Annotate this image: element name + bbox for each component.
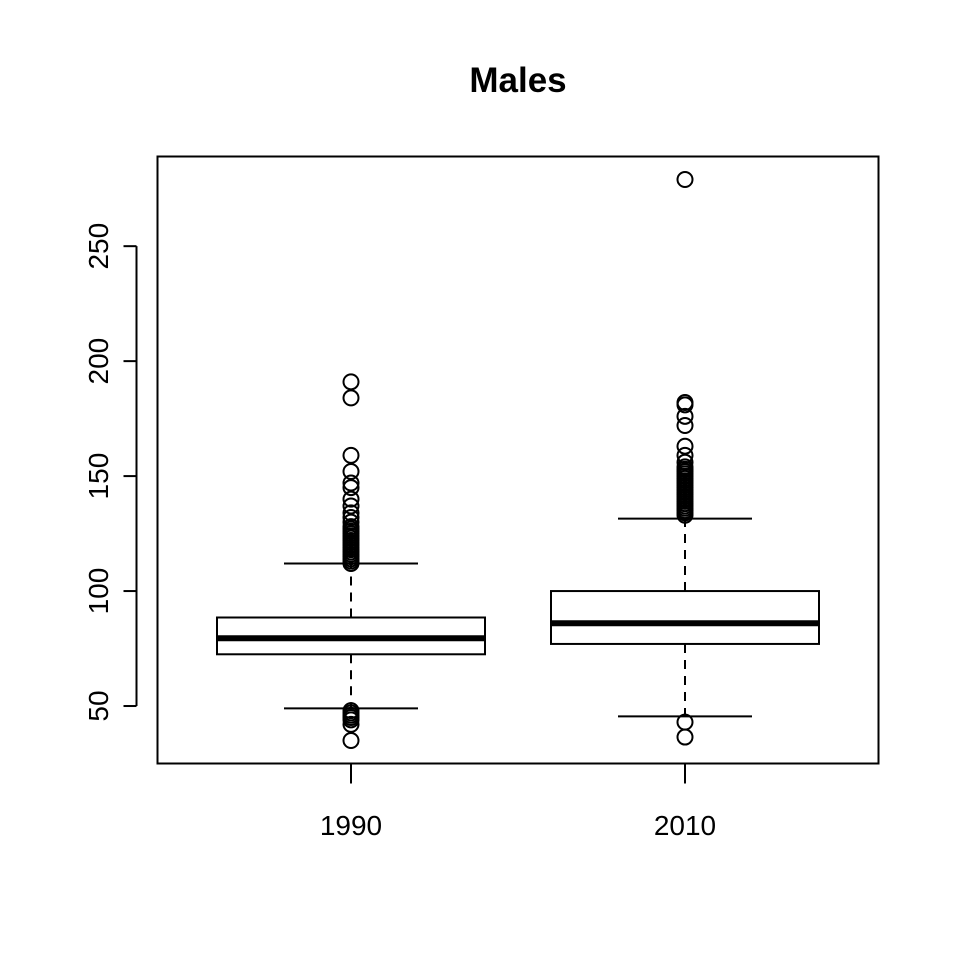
outlier-point <box>342 508 360 526</box>
y-tick-label: 100 <box>83 568 114 615</box>
outlier-point <box>676 713 694 731</box>
chart-title: Males <box>469 61 566 100</box>
outlier-point <box>676 394 694 412</box>
outlier-point <box>342 373 360 391</box>
outlier-point <box>342 389 360 407</box>
outlier-point <box>676 170 694 188</box>
outlier-point <box>676 417 694 435</box>
outlier-point <box>342 497 360 515</box>
outlier-point <box>342 518 360 536</box>
outlier-point <box>676 437 694 455</box>
outlier-point <box>342 490 360 508</box>
box-group-2010 <box>550 170 820 746</box>
x-tick-label: 2010 <box>654 810 716 841</box>
outlier-point <box>342 715 360 733</box>
outlier-point <box>676 458 694 476</box>
outlier-point <box>342 446 360 464</box>
outlier-point <box>676 407 694 425</box>
outlier-point <box>342 504 360 522</box>
outlier-point <box>676 728 694 746</box>
outlier-point <box>342 474 360 492</box>
y-tick-label: 250 <box>83 223 114 270</box>
y-tick-label: 200 <box>83 338 114 385</box>
x-tick-label: 1990 <box>320 810 382 841</box>
iqr-box <box>550 590 820 645</box>
boxes-layer <box>216 170 820 750</box>
outlier-point <box>342 732 360 750</box>
outlier-point <box>676 453 694 471</box>
outlier-point <box>342 513 360 531</box>
outlier-point <box>342 479 360 497</box>
outlier-point <box>676 446 694 464</box>
y-tick-label: 50 <box>83 690 114 721</box>
y-axis: 50 100 150 200 250 <box>83 223 138 722</box>
plot-frame <box>156 155 880 765</box>
box-group-1990 <box>216 373 486 750</box>
y-tick-label: 150 <box>83 453 114 500</box>
x-axis: 1990 2010 <box>320 763 716 841</box>
outlier-point <box>342 702 360 720</box>
outlier-point <box>342 462 360 480</box>
